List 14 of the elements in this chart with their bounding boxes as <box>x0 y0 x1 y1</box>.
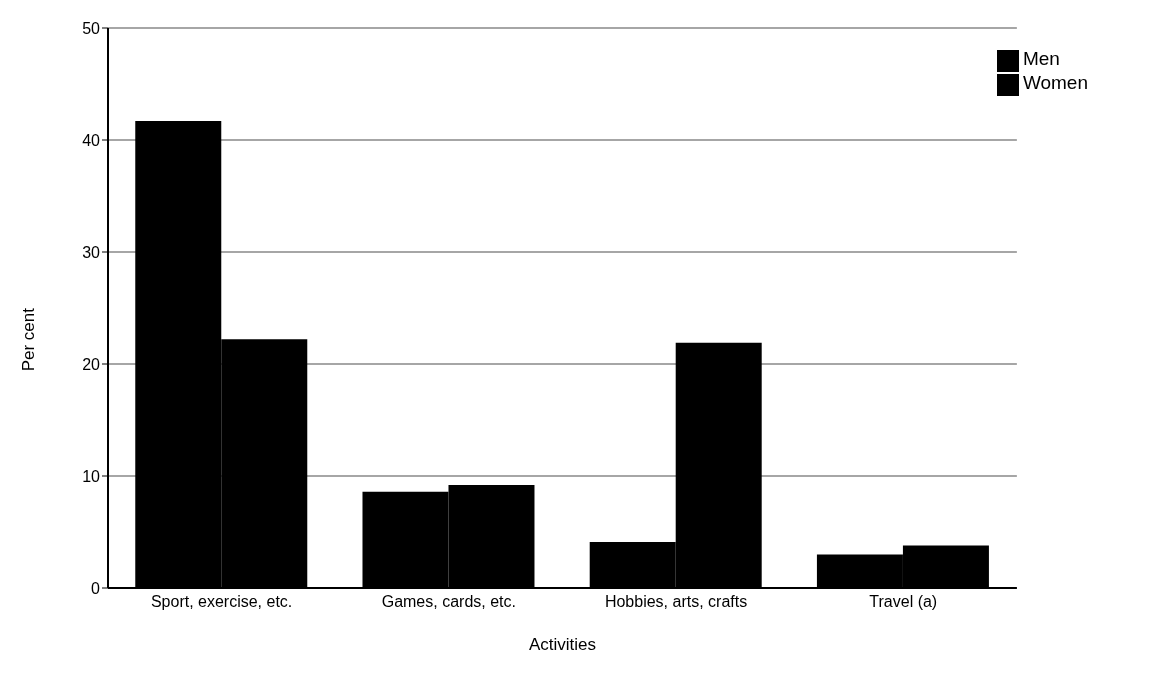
x-axis-title: Activities <box>528 635 596 655</box>
y-tick-label: 30 <box>82 243 101 261</box>
legend-label: Men <box>1022 48 1060 69</box>
y-tick-label: 50 <box>82 19 101 37</box>
x-tick-label: Sport, exercise, etc. <box>150 593 293 611</box>
legend-label: Women <box>1022 71 1088 93</box>
y-tick-label: 0 <box>91 579 101 597</box>
x-tick-label: Travel (a) <box>869 593 938 611</box>
y-axis-title: Per cent <box>19 307 39 372</box>
y-tick-label: 20 <box>82 355 101 373</box>
x-tick-label: Hobbies, arts, crafts <box>604 593 748 611</box>
y-tick-label: 40 <box>82 131 101 149</box>
y-tick-label: 10 <box>82 467 101 485</box>
x-tick-label: Games, cards, etc. <box>381 593 516 611</box>
